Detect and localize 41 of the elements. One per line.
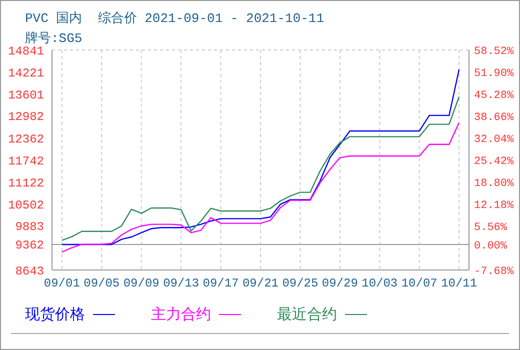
x-tick-label: 10/11 [441, 276, 478, 291]
x-tick-label: 10/07 [401, 276, 438, 291]
y2-tick-label: 38.66% [474, 112, 514, 124]
x-tick-label: 09/05 [84, 276, 120, 291]
y-tick-label: 13601 [8, 88, 44, 102]
y2-tick-label: 58.52% [474, 46, 514, 58]
x-tick-label: 09/29 [322, 276, 358, 291]
x-tick-label: 09/01 [44, 276, 80, 291]
y2-tick-label: 0.00% [474, 240, 508, 252]
x-tick-label: 09/09 [123, 276, 160, 291]
y2-tick-label: 51.90% [474, 68, 514, 80]
y-tick-label: 14221 [8, 66, 44, 80]
y2-tick-label: -7.68% [474, 266, 514, 278]
y-tick-label: 8643 [15, 264, 44, 278]
y2-tick-label: 5.56% [474, 222, 508, 234]
y2-tick-label: 45.28% [474, 90, 514, 102]
line-series [61, 96, 460, 241]
x-tick-label: 09/17 [202, 276, 239, 291]
line-series [61, 68, 460, 246]
y-tick-label: 10502 [8, 198, 44, 212]
x-tick-label: 09/21 [242, 276, 279, 291]
y-tick-label: 11742 [8, 154, 44, 168]
y-tick-label: 9883 [15, 220, 44, 234]
y-tick-label: 9362 [15, 238, 44, 253]
chart-title: PVC 国内 综合价 2021-09-01 - 2021-10-11 [25, 10, 324, 27]
x-tick-label: 10/03 [362, 276, 398, 291]
y-tick-label: 11122 [8, 176, 44, 190]
y2-tick-label: 25.42% [474, 156, 514, 168]
y-tick-label: 12362 [8, 132, 44, 146]
y-tick-label: 12982 [8, 110, 44, 124]
chart-subtitle: 牌号:SG5 [25, 30, 82, 46]
legend-label: 主力合约 [151, 305, 211, 324]
y2-tick-label: 18.80% [474, 178, 514, 190]
line-series [61, 122, 460, 253]
x-tick-label: 09/25 [282, 276, 318, 291]
legend-label: 现货价格 [25, 305, 85, 324]
y2-tick-label: 32.04% [474, 134, 514, 146]
legend-label: 最近合约 [277, 305, 337, 324]
y-tick-label: 14841 [8, 44, 44, 58]
x-tick-label: 09/13 [163, 276, 200, 291]
y2-tick-label: 12.18% [474, 200, 514, 212]
